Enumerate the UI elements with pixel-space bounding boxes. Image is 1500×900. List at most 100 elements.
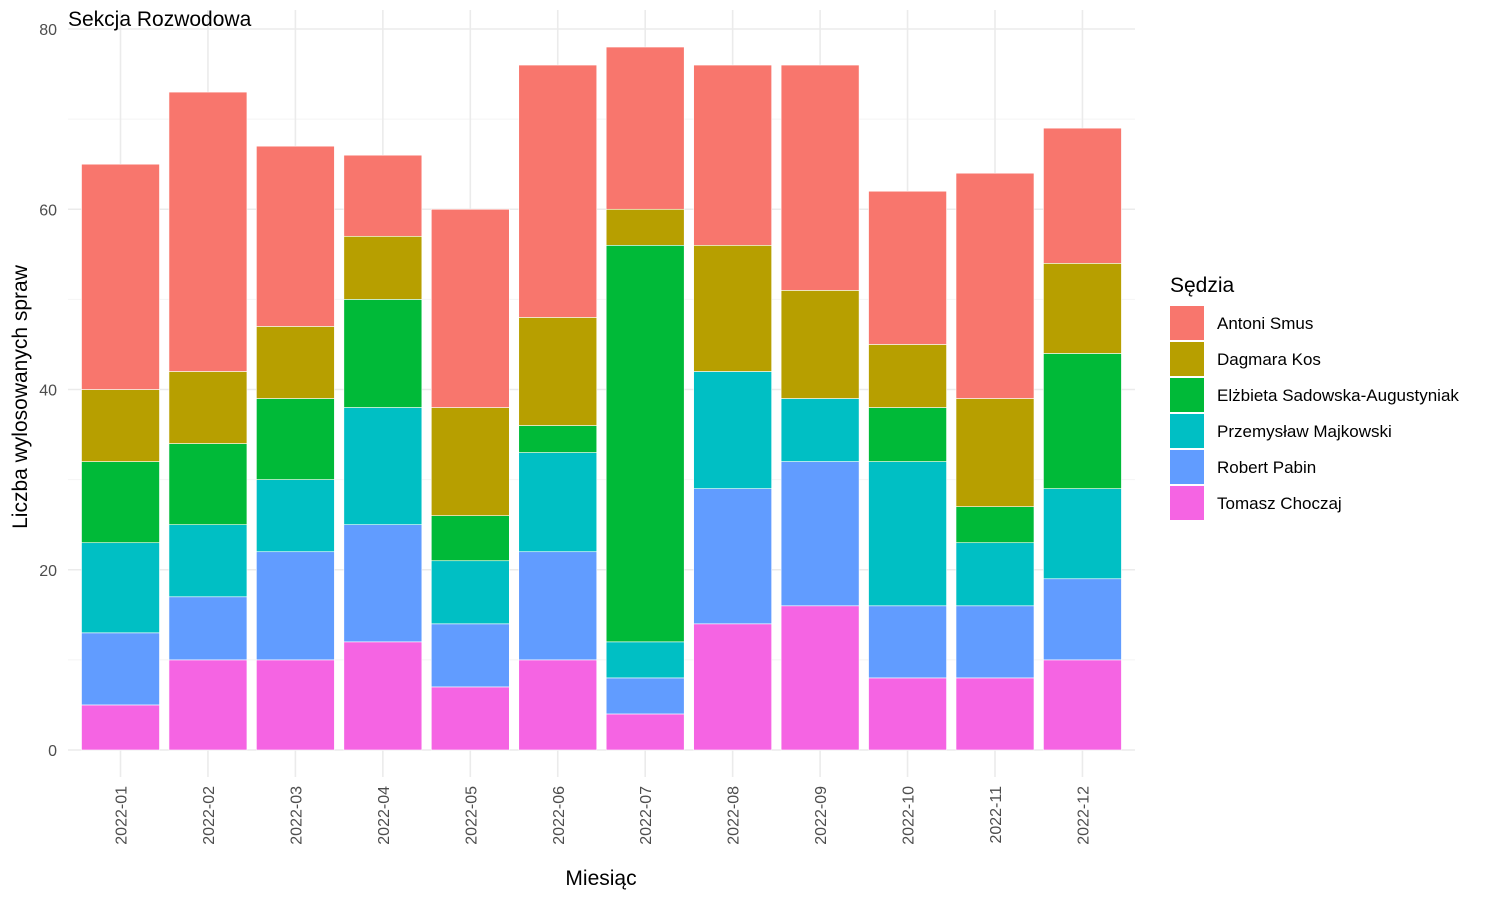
bar-segment bbox=[430, 407, 510, 516]
bar-segment bbox=[868, 407, 947, 462]
bar-segment bbox=[518, 425, 598, 453]
bar-segment bbox=[693, 64, 772, 246]
bar-segment bbox=[343, 641, 423, 751]
bar-segment bbox=[605, 208, 685, 246]
chart-title: Sekcja Rozwodowa bbox=[68, 8, 252, 31]
legend-swatch bbox=[1170, 306, 1204, 340]
x-tick-label: 2022-05 bbox=[463, 786, 480, 845]
x-tick-label: 2022-04 bbox=[376, 786, 393, 845]
bar-segment bbox=[168, 596, 248, 661]
bar-segment bbox=[168, 524, 248, 598]
bar-segment bbox=[780, 290, 860, 399]
legend-label: Robert Pabin bbox=[1217, 458, 1316, 477]
bar-segment bbox=[605, 245, 685, 643]
x-tick-label: 2022-02 bbox=[201, 786, 218, 845]
y-axis-ticks: 0 20 40 60 80 bbox=[39, 22, 57, 760]
y-tick-label: 0 bbox=[48, 743, 57, 760]
legend-label: Przemysław Majkowski bbox=[1217, 422, 1392, 441]
bar-segment bbox=[1043, 127, 1122, 264]
legend-swatch bbox=[1170, 378, 1204, 412]
legend-label: Dagmara Kos bbox=[1217, 350, 1321, 369]
y-tick-label: 40 bbox=[39, 383, 57, 400]
bar-segment bbox=[780, 461, 860, 607]
bar-segment bbox=[430, 515, 510, 562]
bar-segment bbox=[518, 659, 598, 751]
x-tick-label: 2022-09 bbox=[813, 786, 830, 845]
x-tick-label: 2022-06 bbox=[551, 786, 568, 845]
bar-segment bbox=[1043, 353, 1122, 489]
y-tick-label: 80 bbox=[39, 22, 57, 39]
x-tick-label: 2022-08 bbox=[726, 786, 743, 845]
bar-segment bbox=[430, 560, 510, 625]
x-tick-label: 2022-01 bbox=[114, 786, 131, 845]
legend: Sędzia Antoni Smus Dagmara Kos Elżbieta Sa… bbox=[1170, 274, 1459, 520]
bar-segment bbox=[955, 398, 1035, 507]
bar-segment bbox=[168, 659, 248, 751]
bar-segment bbox=[168, 371, 248, 444]
bar-segment bbox=[605, 713, 685, 751]
bar-segment bbox=[81, 461, 160, 544]
x-tick-label: 2022-07 bbox=[638, 786, 655, 845]
bar-segment bbox=[430, 623, 510, 688]
bar-segment bbox=[955, 172, 1035, 399]
legend-swatch bbox=[1170, 342, 1204, 376]
bar-segment bbox=[1043, 659, 1122, 751]
y-tick-label: 60 bbox=[39, 202, 57, 219]
bar-segment bbox=[256, 551, 335, 661]
bar-segment bbox=[605, 46, 685, 210]
bar-segment bbox=[868, 677, 947, 751]
bars bbox=[81, 46, 1122, 751]
bar-segment bbox=[518, 551, 598, 661]
bar-segment bbox=[256, 398, 335, 480]
y-axis-title: Liczba wylosowanych spraw bbox=[9, 264, 32, 529]
bar-segment bbox=[693, 245, 772, 372]
bar-segment bbox=[343, 154, 423, 237]
bar-segment bbox=[868, 344, 947, 408]
bar-segment bbox=[430, 208, 510, 408]
legend-swatch bbox=[1170, 414, 1204, 448]
legend-swatch bbox=[1170, 450, 1204, 484]
bar-segment bbox=[1043, 578, 1122, 661]
y-tick-label: 20 bbox=[39, 563, 57, 580]
legend-label: Tomasz Choczaj bbox=[1217, 494, 1342, 513]
bar-segment bbox=[605, 641, 685, 679]
x-axis-ticks: 2022-01 2022-02 2022-03 2022-04 2022-05 2022-… bbox=[114, 786, 1093, 845]
bar-segment bbox=[343, 407, 423, 525]
bar-segment bbox=[81, 389, 160, 462]
legend-swatch bbox=[1170, 486, 1204, 520]
bar-segment bbox=[518, 452, 598, 553]
bar-segment bbox=[343, 524, 423, 643]
bar-segment bbox=[256, 145, 335, 327]
bar-segment bbox=[343, 235, 423, 300]
bar-segment bbox=[868, 461, 947, 607]
x-tick-label: 2022-03 bbox=[288, 786, 305, 845]
bar-segment bbox=[955, 542, 1035, 607]
bar-segment bbox=[168, 443, 248, 525]
x-tick-label: 2022-10 bbox=[901, 786, 918, 845]
bar-segment bbox=[81, 704, 160, 751]
bar-segment bbox=[955, 506, 1035, 544]
bar-segment bbox=[81, 542, 160, 634]
x-axis-title: Miesiąc bbox=[565, 867, 636, 890]
bar-segment bbox=[955, 677, 1035, 751]
bar-segment bbox=[605, 677, 685, 715]
legend-items: Antoni Smus Dagmara Kos Elżbieta Sadowska-… bbox=[1170, 306, 1459, 520]
bar-segment bbox=[343, 299, 423, 408]
bar-segment bbox=[780, 605, 860, 751]
bar-segment bbox=[1043, 263, 1122, 354]
x-tick-label: 2022-11 bbox=[988, 786, 1005, 844]
bar-segment bbox=[780, 64, 860, 291]
bar-segment bbox=[780, 398, 860, 462]
bar-segment bbox=[256, 659, 335, 751]
bar-segment bbox=[868, 605, 947, 679]
bar-segment bbox=[81, 163, 160, 390]
legend-label: Antoni Smus bbox=[1217, 314, 1313, 333]
x-tick-label: 2022-12 bbox=[1075, 786, 1092, 845]
bar-segment bbox=[256, 326, 335, 399]
bar-segment bbox=[430, 686, 510, 751]
bar-segment bbox=[693, 488, 772, 625]
bar-segment bbox=[256, 479, 335, 553]
bar-segment bbox=[1043, 488, 1122, 580]
bar-segment bbox=[868, 190, 947, 345]
bar-segment bbox=[81, 632, 160, 706]
